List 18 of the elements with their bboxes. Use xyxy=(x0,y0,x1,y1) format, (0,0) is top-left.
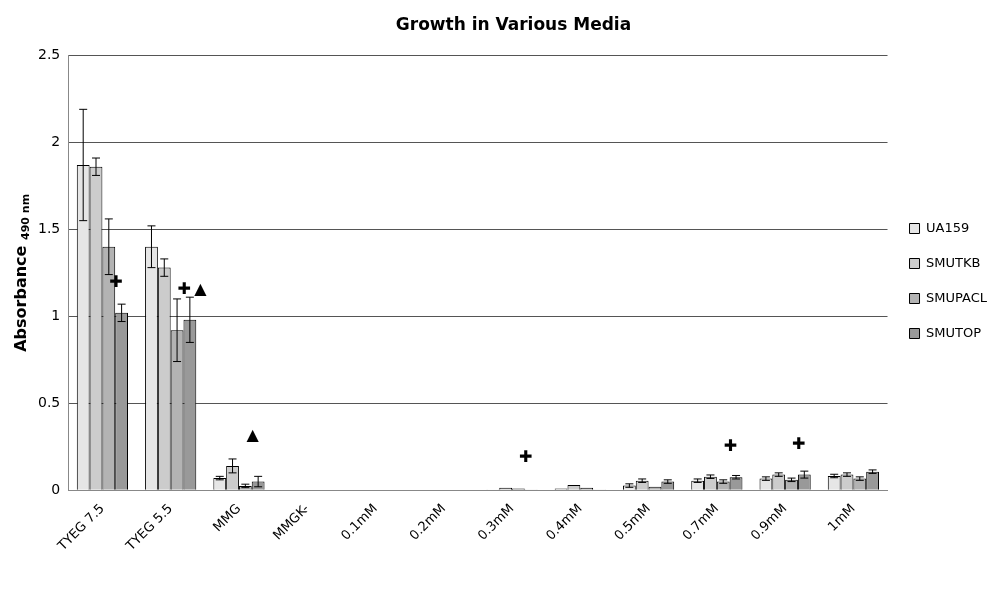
annotation: ✚ xyxy=(518,446,533,466)
legend-label: SMUPACL xyxy=(926,289,988,305)
y-tick-label: 2.5 xyxy=(38,46,61,63)
legend-label: UA159 xyxy=(926,219,970,235)
y-tick-label: 1 xyxy=(51,306,61,323)
y-tick-label: 1.5 xyxy=(38,219,61,236)
y-axis-title: Absorbance 490 nm xyxy=(11,193,32,352)
annotation: ✚ xyxy=(177,278,192,298)
annotation: ▲ xyxy=(246,425,260,445)
legend-label: SMUTKB xyxy=(926,254,981,270)
annotation: ✚ xyxy=(792,433,806,453)
y-tick-label: 0 xyxy=(51,480,61,497)
annotation: ▲ xyxy=(194,278,208,298)
legend-label: SMUTOP xyxy=(926,324,982,340)
y-tick-label: 0.5 xyxy=(38,393,61,410)
annotation: ✚ xyxy=(723,435,738,455)
y-tick-label: 2 xyxy=(51,133,61,150)
chart-title: Growth in Various Media xyxy=(395,13,632,34)
